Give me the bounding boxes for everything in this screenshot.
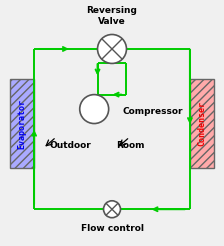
Circle shape — [80, 95, 109, 123]
Text: Outdoor: Outdoor — [50, 141, 91, 150]
Bar — [10, 79, 34, 168]
Text: Flow control: Flow control — [80, 224, 144, 233]
Text: Evaporator: Evaporator — [17, 99, 26, 149]
Circle shape — [103, 201, 121, 218]
Text: Compressor: Compressor — [122, 107, 183, 116]
Text: Reversing
Valve: Reversing Valve — [86, 6, 138, 26]
Bar — [190, 79, 214, 168]
Text: Room: Room — [116, 141, 145, 150]
Text: Condenser: Condenser — [198, 101, 207, 146]
Circle shape — [97, 34, 127, 63]
